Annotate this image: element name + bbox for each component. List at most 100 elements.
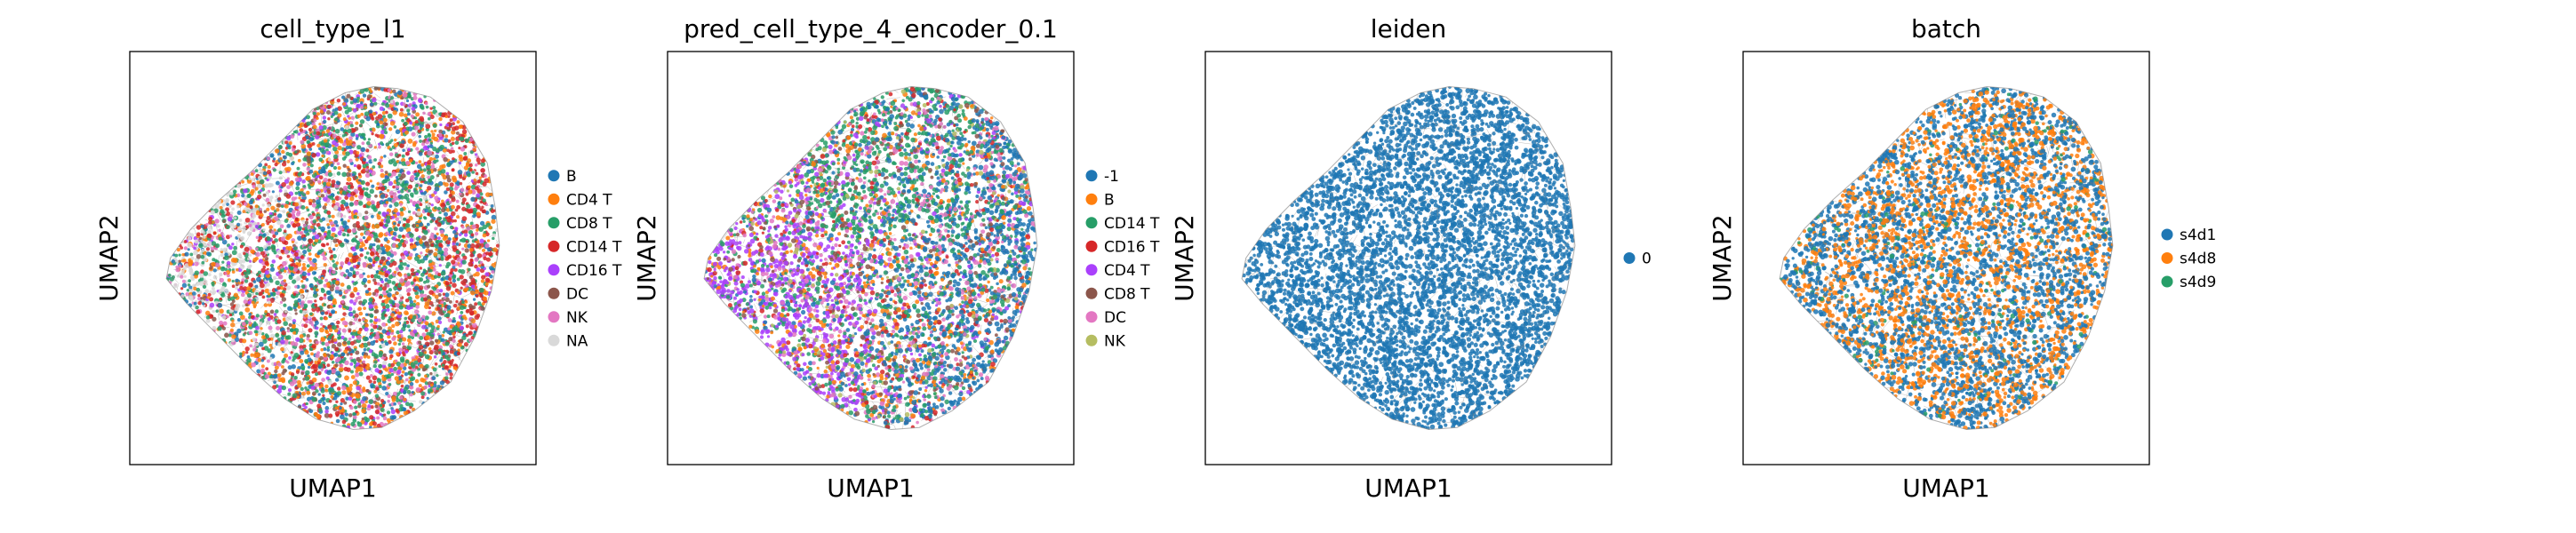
data-point — [359, 247, 364, 252]
data-point — [363, 204, 367, 209]
data-point — [404, 372, 409, 377]
data-point — [379, 120, 384, 125]
data-point — [424, 304, 429, 309]
data-point — [321, 217, 326, 221]
data-point — [386, 410, 391, 415]
data-point — [349, 405, 354, 410]
data-point — [389, 120, 396, 126]
data-point — [429, 219, 433, 224]
data-point — [369, 245, 372, 250]
data-point — [357, 306, 363, 311]
data-point — [378, 233, 383, 238]
data-point — [371, 204, 376, 210]
data-point — [388, 127, 393, 131]
data-point — [320, 311, 324, 315]
data-point — [306, 151, 312, 156]
data-point — [403, 390, 407, 394]
data-point — [336, 98, 341, 103]
data-point — [353, 302, 356, 306]
data-point — [383, 237, 388, 243]
data-point — [434, 362, 438, 366]
data-point — [386, 188, 390, 193]
data-point — [302, 344, 307, 348]
data-point — [406, 93, 412, 99]
data-point — [356, 224, 361, 228]
data-point — [336, 191, 340, 195]
data-point — [419, 266, 423, 270]
data-point — [275, 332, 280, 338]
data-point — [345, 239, 349, 243]
data-point — [432, 123, 437, 128]
data-point — [372, 291, 376, 296]
data-point — [463, 152, 468, 155]
data-point — [243, 188, 248, 194]
data-point — [420, 272, 425, 277]
data-point — [244, 346, 250, 352]
data-point — [334, 234, 338, 238]
data-point — [230, 258, 236, 263]
data-point — [294, 218, 299, 222]
data-point — [468, 304, 473, 309]
data-point — [317, 279, 324, 284]
data-point — [373, 281, 378, 285]
data-point — [354, 255, 359, 260]
data-point — [207, 225, 213, 230]
data-point — [300, 371, 305, 376]
data-point — [471, 171, 475, 174]
data-point — [308, 252, 312, 256]
data-point — [445, 282, 450, 286]
data-point — [349, 100, 354, 105]
data-point — [307, 143, 312, 148]
data-point — [351, 238, 356, 243]
data-point — [452, 316, 456, 321]
data-point — [429, 340, 435, 346]
data-point — [444, 247, 449, 252]
data-point — [438, 264, 442, 267]
data-point — [292, 348, 295, 352]
data-point — [240, 292, 245, 298]
data-point — [327, 104, 332, 109]
data-point — [380, 186, 386, 191]
data-point — [178, 253, 181, 257]
data-point — [241, 322, 246, 327]
data-point — [410, 114, 414, 118]
data-point — [364, 215, 369, 220]
data-point — [246, 265, 252, 270]
data-point — [197, 300, 202, 306]
data-point — [399, 261, 404, 266]
data-point — [327, 157, 332, 162]
data-point — [283, 160, 286, 164]
data-point — [440, 255, 444, 259]
data-point — [298, 196, 301, 200]
data-point — [320, 322, 324, 326]
data-point — [308, 202, 313, 206]
data-point — [175, 267, 180, 273]
data-point — [452, 303, 458, 308]
data-point — [449, 324, 453, 329]
data-point — [348, 413, 353, 418]
data-point — [485, 192, 491, 197]
data-point — [380, 155, 384, 160]
data-point — [401, 139, 405, 144]
data-point — [363, 347, 367, 352]
data-point — [318, 123, 322, 126]
data-point — [327, 116, 331, 121]
data-point — [357, 212, 363, 218]
data-point — [364, 256, 368, 259]
data-point — [286, 329, 291, 333]
data-point — [340, 206, 345, 211]
data-point — [300, 290, 305, 294]
data-point — [356, 261, 361, 266]
data-point — [465, 162, 470, 166]
data-point — [331, 361, 335, 364]
data-point — [300, 362, 305, 367]
data-point — [324, 278, 328, 282]
data-point — [274, 148, 280, 154]
data-point — [292, 292, 297, 296]
data-point — [459, 274, 464, 280]
data-point — [405, 227, 412, 233]
data-point — [407, 184, 413, 189]
data-point — [491, 270, 495, 274]
data-point — [413, 299, 417, 303]
data-point — [293, 246, 298, 251]
